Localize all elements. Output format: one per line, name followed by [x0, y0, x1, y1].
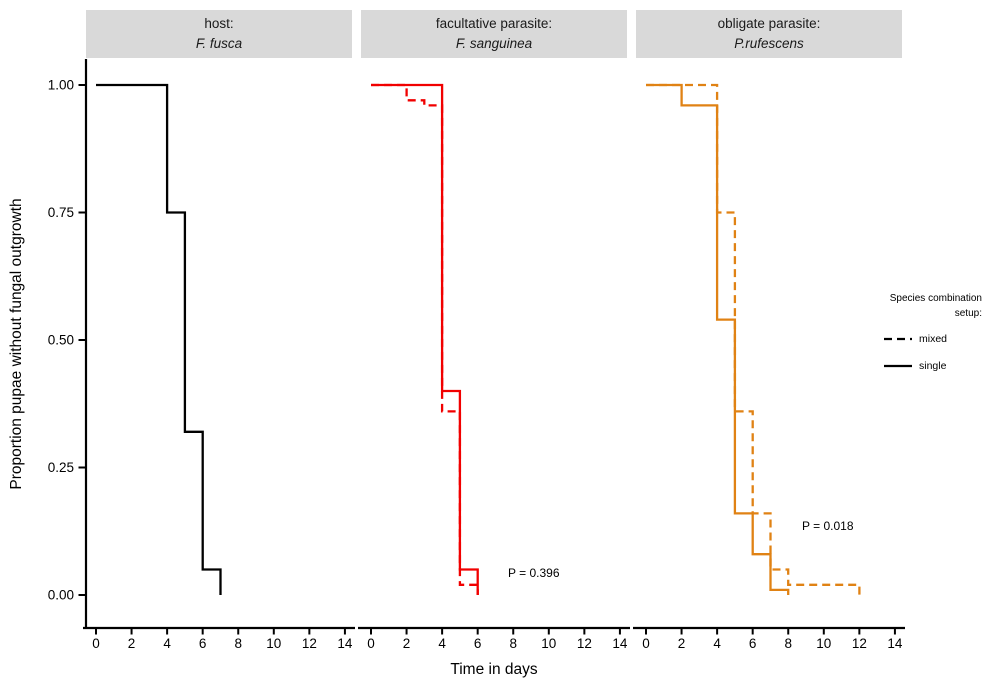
strip-species-label: F. fusca	[195, 36, 243, 51]
x-tick-label: 14	[887, 636, 903, 651]
strip-group-label: obligate parasite:	[717, 16, 821, 32]
legend-item-mixed: mixed	[876, 333, 982, 345]
x-tick-label: 2	[128, 636, 136, 651]
x-tick-label: 8	[509, 636, 517, 651]
x-tick-label: 6	[749, 636, 757, 651]
y-tick-label: 1.00	[48, 78, 74, 93]
x-tick-label: 2	[678, 636, 686, 651]
legend-title-line1: Species combination	[889, 293, 982, 304]
legend-item-single: single	[876, 360, 982, 372]
x-tick-label: 14	[612, 636, 628, 651]
survival-curve-single	[96, 83, 222, 595]
panel-1: 0 2 4 6 8 10 12 14	[83, 83, 355, 651]
facet-strip-host: host: F. fusca	[86, 10, 352, 58]
x-tick-label: 4	[713, 636, 721, 651]
x-tick-label: 4	[438, 636, 446, 651]
x-tick-label: 2	[403, 636, 411, 651]
x-tick-label: 10	[266, 636, 281, 651]
y-axis: 0.00 0.25 0.50 0.75 1.00	[48, 59, 88, 629]
x-tick-label: 0	[642, 636, 650, 651]
legend: Species combination setup: mixed single	[876, 292, 982, 372]
survival-curve-mixed	[371, 83, 479, 595]
legend-item-label: single	[919, 360, 947, 372]
panel-3: 0 2 4 6 8 10 12 14 P = 0.018	[633, 83, 905, 651]
legend-title: Species combination setup:	[876, 292, 982, 321]
strip-group-label: facultative parasite:	[435, 16, 553, 32]
y-tick-label: 0.50	[48, 333, 74, 348]
x-tick-label: 14	[337, 636, 353, 651]
strip-species-label: F. sanguinea	[455, 36, 533, 51]
x-tick-label: 0	[92, 636, 100, 651]
x-tick-label: 8	[234, 636, 242, 651]
facet-strip-obligate-parasite: obligate parasite: P.rufescens	[636, 10, 902, 58]
y-tick-label: 0.00	[48, 588, 74, 603]
x-tick-label: 12	[852, 636, 867, 651]
p-value-label: P = 0.396	[508, 566, 560, 580]
x-tick-label: 12	[302, 636, 317, 651]
x-tick-label: 6	[474, 636, 482, 651]
facet-strip-facultative-parasite: facultative parasite: F. sanguinea	[361, 10, 627, 58]
y-axis-title: Proportion pupae without fungal outgrowt…	[8, 198, 25, 490]
x-tick-label: 10	[816, 636, 831, 651]
survival-curve-single	[646, 83, 790, 595]
y-tick-label: 0.75	[48, 205, 74, 220]
x-tick-label: 0	[367, 636, 375, 651]
strip-species-label: P.rufescens	[734, 36, 804, 51]
legend-item-label: mixed	[919, 333, 948, 345]
x-tick-label: 10	[541, 636, 556, 651]
strip-group-label: host:	[204, 16, 234, 32]
x-tick-label: 4	[163, 636, 171, 651]
legend-title-line2: setup:	[954, 307, 982, 319]
survival-curve-single	[371, 83, 479, 595]
x-axis-title: Time in days	[450, 661, 538, 678]
solid-line-sample-icon	[884, 364, 912, 368]
x-tick-label: 12	[577, 636, 592, 651]
panel-2: 0 2 4 6 8 10 12 14 P = 0.396	[358, 83, 630, 651]
p-value-label: P = 0.018	[802, 519, 854, 533]
x-tick-label: 6	[199, 636, 207, 651]
dashed-line-sample-icon	[884, 337, 912, 341]
y-tick-label: 0.25	[48, 460, 74, 475]
x-tick-label: 8	[784, 636, 792, 651]
